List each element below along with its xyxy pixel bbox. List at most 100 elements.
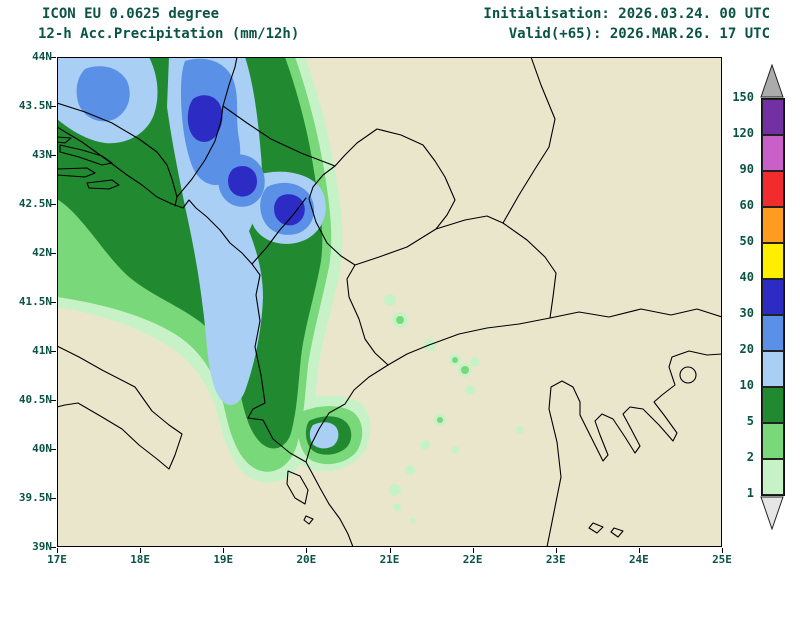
x-tick-mark <box>389 548 391 553</box>
legend-cell <box>762 387 784 423</box>
y-tick-mark <box>51 547 56 548</box>
precip-dot-g1 <box>451 446 459 454</box>
legend-cell <box>762 243 784 279</box>
border-mkd-srb <box>435 215 504 230</box>
precip-dot-g1 <box>393 503 401 511</box>
coast-aegean-chalkidiki <box>546 350 723 548</box>
peninsula-peljesac <box>59 144 113 166</box>
y-tick-label: 41.5N <box>18 295 52 308</box>
precip-dot-g1 <box>389 484 401 496</box>
border-cro-bih <box>56 102 178 207</box>
precip-area-b3 <box>187 95 223 142</box>
y-tick-label: 39N <box>32 540 52 553</box>
y-tick-mark <box>51 253 56 254</box>
x-tick-mark <box>472 548 474 553</box>
border-bih-srb <box>222 56 238 107</box>
init-time: Initialisation: 2026.03.24. 00 UTC <box>483 6 770 22</box>
legend-cell <box>762 279 784 315</box>
x-tick-mark <box>140 548 142 553</box>
y-tick-label: 39.5N <box>18 491 52 504</box>
precip-dot-g2 <box>437 417 443 423</box>
border-mkd-alb <box>346 264 389 366</box>
x-tick-label: 18E <box>130 553 151 566</box>
x-tick-mark <box>306 548 308 553</box>
precip-dot-g1 <box>470 357 480 367</box>
border-bih-mne <box>176 105 224 198</box>
legend-cell <box>762 207 784 243</box>
border-srb-bul <box>502 56 556 224</box>
x-tick-label: 23E <box>545 553 566 566</box>
legend-cell <box>762 135 784 171</box>
legend-cell <box>762 459 784 495</box>
y-tick-mark <box>51 351 56 352</box>
legend-cell <box>762 351 784 387</box>
map-area <box>56 56 723 548</box>
y-tick-mark <box>51 155 56 156</box>
y-tick-label: 43N <box>32 148 52 161</box>
y-tick-mark <box>51 498 56 499</box>
x-tick-mark <box>57 548 58 553</box>
coast-adriatic-ionian <box>56 126 354 548</box>
y-tick-mark <box>51 204 56 205</box>
legend-arrow-up-icon <box>760 64 784 98</box>
y-tick-label: 43.5N <box>18 99 52 112</box>
coast-italy-salento <box>56 345 183 470</box>
x-tick-label: 20E <box>296 553 317 566</box>
legend-cell <box>762 171 784 207</box>
product-title: 12-h Acc.Precipitation (mm/12h) <box>38 26 300 42</box>
islands-sporades <box>588 522 624 538</box>
country-borders <box>56 56 723 548</box>
x-tick-label: 22E <box>462 553 483 566</box>
border-mne-srb <box>222 105 336 167</box>
precip-area-b2 <box>76 66 130 122</box>
island-mljet <box>86 179 120 190</box>
precip-dot-g2 <box>396 316 404 324</box>
x-tick-mark <box>555 548 557 553</box>
valid-time: Valid(+65): 2026.MAR.26. 17 UTC <box>508 26 770 42</box>
x-tick-label: 24E <box>628 553 649 566</box>
forecast-map <box>56 56 723 548</box>
border-mne-alb <box>251 197 307 265</box>
precip-dot-g1 <box>405 465 415 475</box>
y-tick-label: 40N <box>32 442 52 455</box>
y-tick-mark <box>51 400 56 401</box>
precip-dot-g1 <box>384 294 396 306</box>
legend-cell <box>762 99 784 135</box>
precip-dot-g1 <box>465 385 475 395</box>
color-scale-legend <box>761 98 785 496</box>
y-tick-label: 42.5N <box>18 197 52 210</box>
x-tick-label: 17E <box>47 553 67 566</box>
island-corfu <box>286 470 309 505</box>
border-alb-grc <box>305 364 389 463</box>
y-tick-mark <box>51 302 56 303</box>
y-tick-mark <box>51 57 56 58</box>
border-mkd-grc <box>387 317 551 366</box>
y-tick-label: 44N <box>32 50 52 63</box>
x-tick-label: 25E <box>712 553 732 566</box>
precip-dot-g2 <box>452 357 458 363</box>
x-tick-mark <box>223 548 225 553</box>
model-title: ICON EU 0.0625 degree <box>42 6 220 22</box>
precip-area-b3 <box>274 194 305 226</box>
x-tick-mark <box>638 548 640 553</box>
island-thassos <box>679 366 697 384</box>
precip-dot-g1 <box>410 518 416 524</box>
legend-arrow-down-icon <box>760 496 784 530</box>
y-tick-label: 41N <box>32 344 52 357</box>
y-tick-mark <box>51 106 56 107</box>
x-tick-label: 21E <box>379 553 400 566</box>
precip-dot-g1 <box>420 440 430 450</box>
map-frame <box>57 57 722 547</box>
x-tick-label: 19E <box>213 553 234 566</box>
legend-cell <box>762 315 784 351</box>
legend-cell <box>762 423 784 459</box>
island-paxoi <box>303 515 314 525</box>
precip-dot-g2 <box>461 366 469 374</box>
y-tick-label: 42N <box>32 246 52 259</box>
y-tick-label: 40.5N <box>18 393 52 406</box>
precip-area-b3 <box>228 165 257 197</box>
y-tick-mark <box>51 449 56 450</box>
border-mkd-bul <box>502 222 557 319</box>
x-tick-mark <box>722 548 723 553</box>
